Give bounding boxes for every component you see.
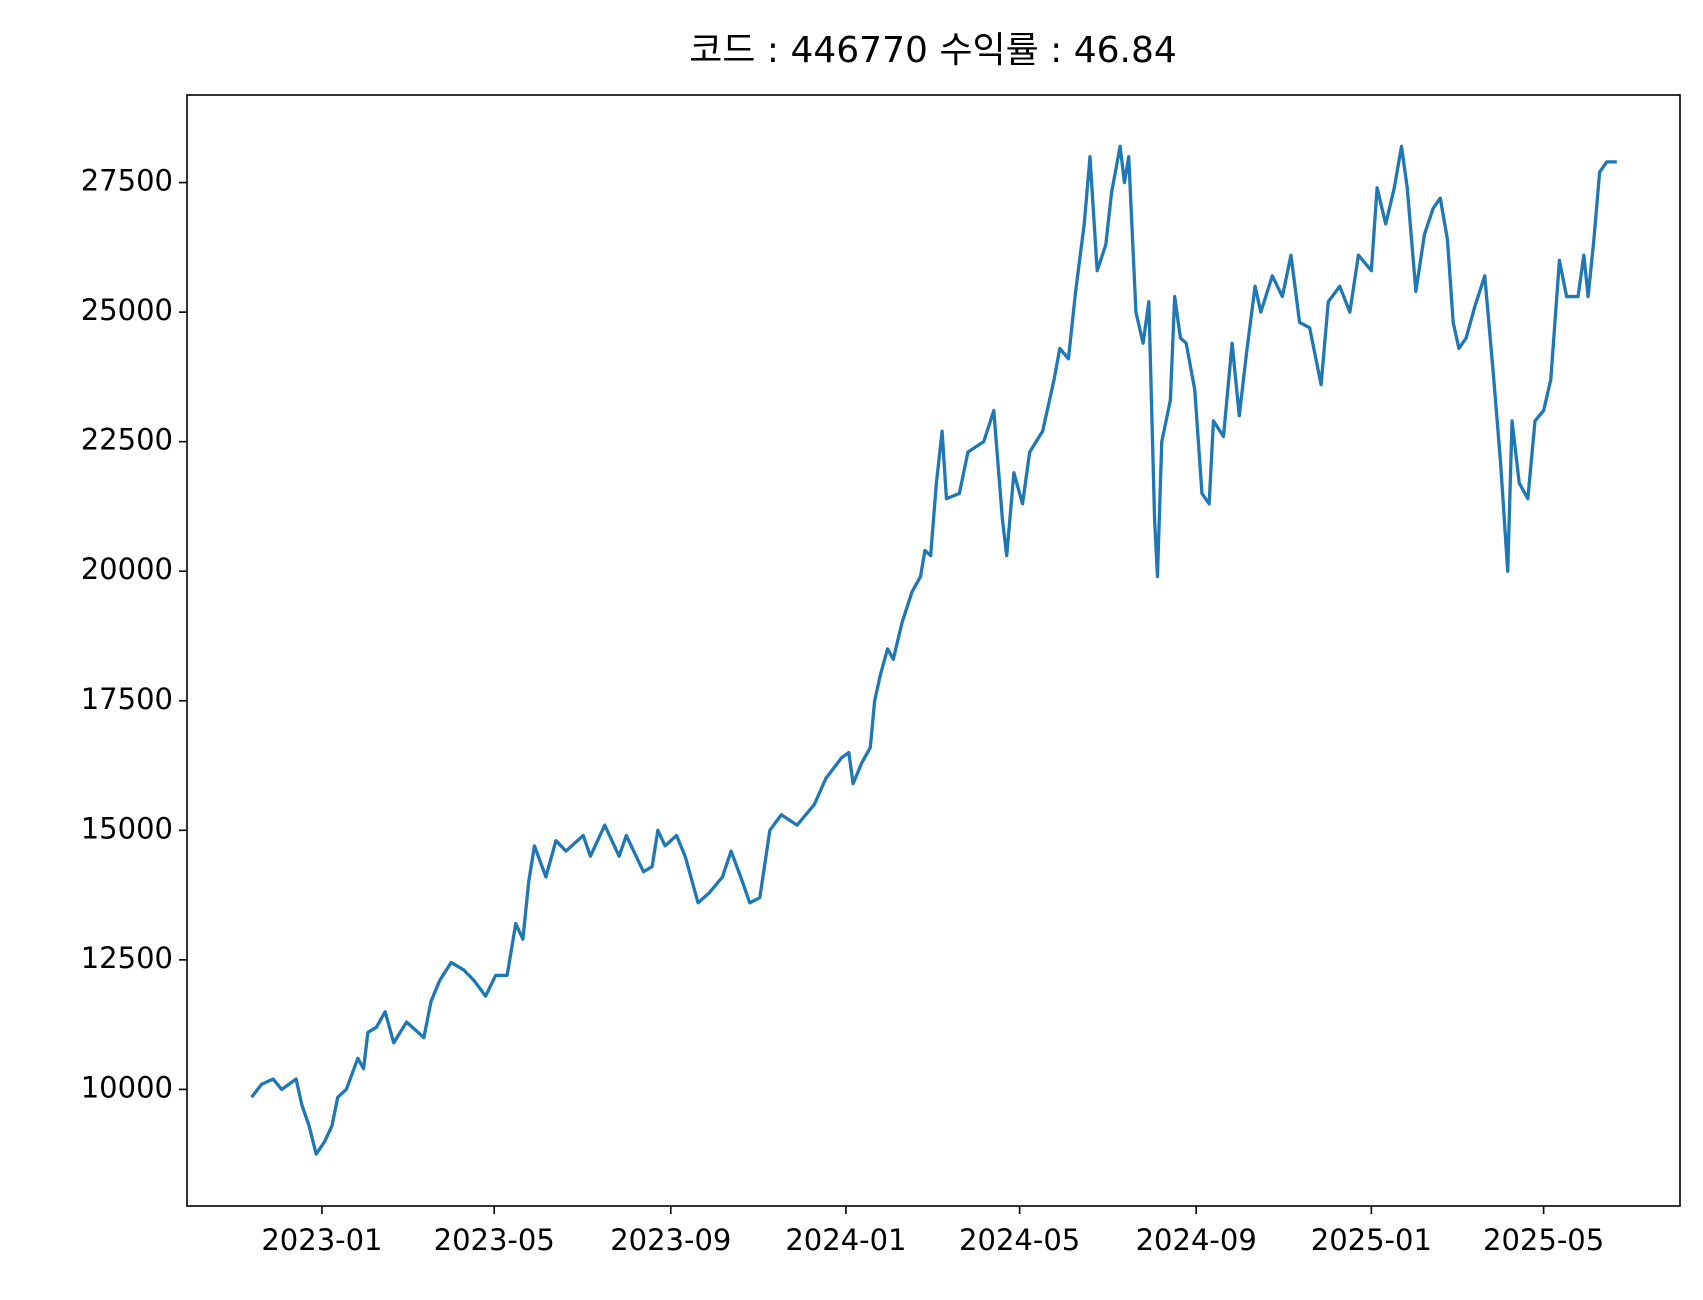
y-tick-label: 15000 xyxy=(81,811,173,845)
x-tick-label: 2023-05 xyxy=(434,1223,555,1257)
x-tick-label: 2024-01 xyxy=(785,1223,906,1257)
x-tick-label: 2024-05 xyxy=(959,1223,1080,1257)
y-tick-label: 20000 xyxy=(81,552,173,586)
y-tick-label: 17500 xyxy=(81,682,173,716)
chart-title: 코드 : 446770 수익률 : 46.84 xyxy=(689,30,1177,71)
y-tick-label: 22500 xyxy=(81,423,173,457)
y-tick-label: 27500 xyxy=(81,164,173,198)
x-tick-label: 2024-09 xyxy=(1136,1223,1257,1257)
x-tick-label: 2023-01 xyxy=(261,1223,382,1257)
y-tick-label: 10000 xyxy=(81,1070,173,1104)
y-tick-label: 12500 xyxy=(81,941,173,975)
x-tick-label: 2025-01 xyxy=(1311,1223,1432,1257)
x-tick-label: 2025-05 xyxy=(1483,1223,1604,1257)
x-tick-label: 2023-09 xyxy=(610,1223,731,1257)
y-tick-label: 25000 xyxy=(81,293,173,327)
plot-frame xyxy=(186,94,1681,1207)
data-line xyxy=(250,144,1617,1156)
